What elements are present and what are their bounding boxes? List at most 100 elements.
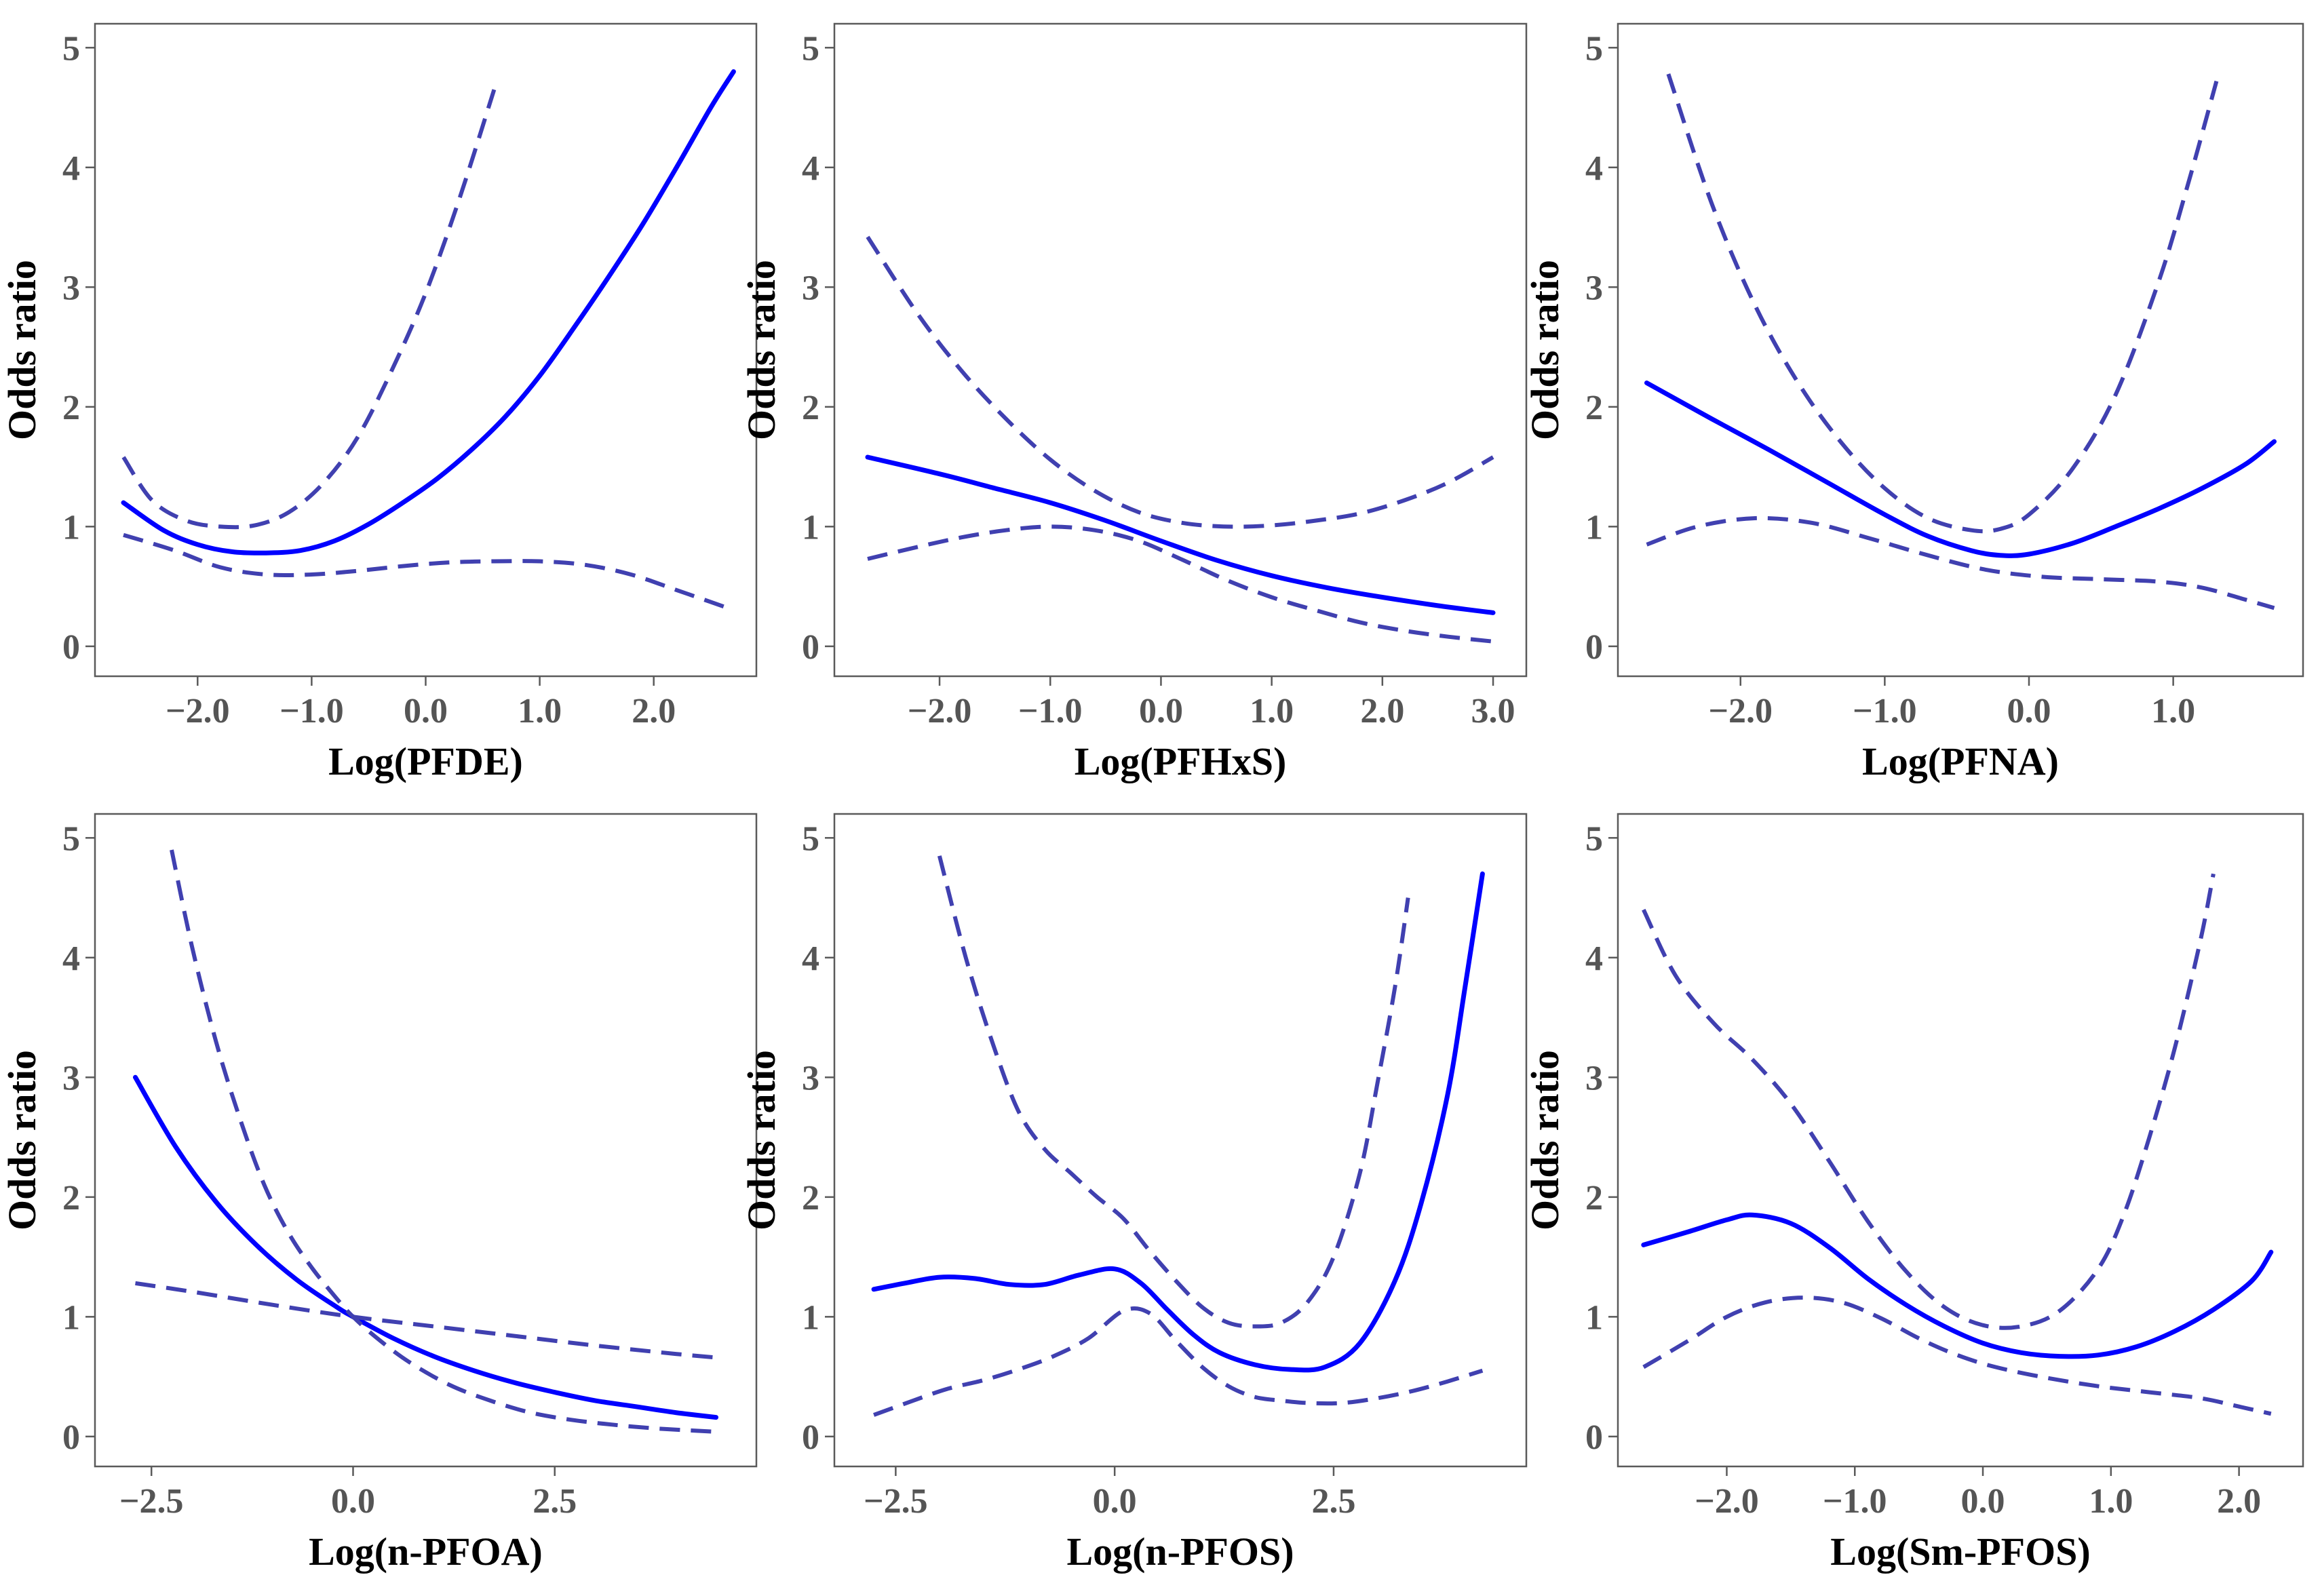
plot-frame [833, 813, 1528, 1468]
y-tick-label: 1 [1585, 1298, 1603, 1337]
odds-ratio-line [133, 1074, 718, 1420]
x-axis-title: Log(PFHxS) [1075, 739, 1287, 783]
x-tick-label: −2.0 [1708, 692, 1773, 731]
x-tick-label: −1.0 [279, 692, 344, 731]
x-tick-label: 0.0 [404, 692, 448, 731]
y-tick-label: 3 [802, 269, 819, 307]
y-tick-label: 2 [802, 389, 819, 427]
y-tick-label: 5 [62, 819, 80, 858]
chart-panel: 0 1 2 3 4 5 −2.0 −1.0 0.0 1.0 2.0 Log(PFDE) Odds rat… [0, 22, 758, 783]
confidence-band-line [873, 1306, 1484, 1417]
y-tick-label: 0 [802, 628, 819, 667]
x-axis-title: Log(n-PFOS) [1066, 1530, 1294, 1574]
x-tick-label: 1.0 [2089, 1482, 2133, 1521]
series-group [1644, 73, 2277, 610]
confidence-band-line [121, 89, 497, 530]
x-tick-label: −2.0 [166, 692, 230, 731]
y-tick-label: 4 [62, 939, 80, 978]
y-tick-label: 5 [1585, 29, 1603, 68]
x-tick-label: 2.5 [533, 1482, 577, 1521]
y-tick-label: 3 [62, 1059, 80, 1097]
chart-panel: 0 1 2 3 4 5 −2.5 0.0 2.5 Log(n-PFOS) Odds ratio [739, 813, 1528, 1574]
y-axis-title: Odds ratio [739, 260, 784, 440]
x-axis-title: Log(Sm-PFOS) [1830, 1530, 2090, 1574]
y-tick-label: 1 [802, 508, 819, 547]
y-tick-label: 1 [62, 1298, 80, 1337]
y-axis-title: Odds ratio [0, 1050, 44, 1230]
confidence-band-line [1666, 73, 2219, 534]
x-axis-title: Log(PFNA) [1862, 739, 2059, 783]
y-axis-title: Odds ratio [0, 260, 44, 440]
x-tick-label: −2.5 [119, 1482, 184, 1521]
confidence-band-line [1642, 873, 2216, 1330]
y-tick-label: 2 [62, 389, 80, 427]
odds-ratio-line [1644, 381, 2277, 558]
y-tick-label: 4 [62, 149, 80, 188]
confidence-band-line [135, 1281, 716, 1360]
x-tick-label: 2.0 [632, 692, 676, 731]
plot-frame [833, 22, 1528, 678]
x-tick-label: −2.0 [908, 692, 972, 731]
series-group [871, 855, 1485, 1417]
x-tick-label: 0.0 [1961, 1482, 2005, 1521]
confidence-band-line [1642, 1296, 2272, 1416]
y-tick-label: 2 [1585, 1179, 1603, 1218]
y-axis-title: Odds ratio [739, 1050, 784, 1230]
odds-ratio-line [1641, 1212, 2274, 1359]
odds-ratio-line [871, 871, 1485, 1373]
y-tick-label: 0 [1585, 1418, 1603, 1457]
y-tick-label: 0 [1585, 628, 1603, 667]
x-tick-label: 1.0 [518, 692, 562, 731]
y-tick-label: 5 [802, 29, 819, 68]
odds-ratio-line [865, 454, 1496, 615]
series-group [1641, 873, 2274, 1416]
series-group [121, 69, 736, 610]
x-tick-label: 1.0 [1250, 692, 1294, 731]
plot-frame [94, 813, 758, 1468]
x-tick-label: 0.0 [1139, 692, 1183, 731]
confidence-band-line [170, 849, 716, 1434]
y-tick-label: 2 [1585, 389, 1603, 427]
y-tick-label: 3 [62, 269, 80, 307]
chart-panel: 0 1 2 3 4 5 −2.5 0.0 2.5 Log(n-PFOA) Odds ratio [0, 813, 758, 1574]
y-tick-label: 0 [62, 1418, 80, 1457]
odds-ratio-line [121, 69, 736, 556]
plot-frame [1617, 22, 2304, 678]
confidence-band-line [937, 855, 1410, 1329]
y-tick-label: 4 [1585, 149, 1603, 188]
x-tick-label: 3.0 [1471, 692, 1515, 731]
y-tick-label: 2 [62, 1179, 80, 1218]
chart-panel: 0 1 2 3 4 5 −2.0 −1.0 0.0 1.0 2.0 Log(Sm-PFOS) Odds … [1523, 813, 2304, 1574]
x-tick-label: 2.5 [1311, 1482, 1355, 1521]
y-axis-title: Odds ratio [1523, 1050, 1567, 1230]
x-tick-label: 0.0 [2007, 692, 2051, 731]
y-tick-label: 3 [802, 1059, 819, 1097]
x-tick-label: 0.0 [1093, 1482, 1137, 1521]
series-group [865, 235, 1496, 644]
plot-frame [1617, 813, 2304, 1468]
x-axis-title: Log(n-PFOA) [309, 1530, 543, 1574]
confidence-band-line [866, 235, 1494, 529]
x-tick-label: −2.5 [864, 1482, 928, 1521]
y-tick-label: 5 [802, 819, 819, 858]
confidence-band-line [867, 524, 1494, 644]
y-tick-label: 4 [1585, 939, 1603, 978]
x-axis-title: Log(PFDE) [328, 739, 523, 783]
confidence-band-line [123, 532, 729, 610]
x-tick-label: −1.0 [1853, 692, 1917, 731]
y-tick-label: 5 [62, 29, 80, 68]
x-tick-label: 1.0 [2151, 692, 2195, 731]
y-tick-label: 4 [802, 149, 819, 188]
x-tick-label: 0.0 [331, 1482, 375, 1521]
y-tick-label: 3 [1585, 1059, 1603, 1097]
y-tick-label: 2 [802, 1179, 819, 1218]
x-tick-label: 2.0 [1360, 692, 1404, 731]
series-group [133, 849, 718, 1434]
y-tick-label: 4 [802, 939, 819, 978]
plot-frame [94, 22, 758, 678]
x-tick-label: −1.0 [1823, 1482, 1887, 1521]
y-tick-label: 0 [62, 628, 80, 667]
chart-panel: 0 1 2 3 4 5 −2.0 −1.0 0.0 1.0 2.0 3.0 Log(PFHxS) Odds… [739, 22, 1528, 783]
y-tick-label: 0 [802, 1418, 819, 1457]
